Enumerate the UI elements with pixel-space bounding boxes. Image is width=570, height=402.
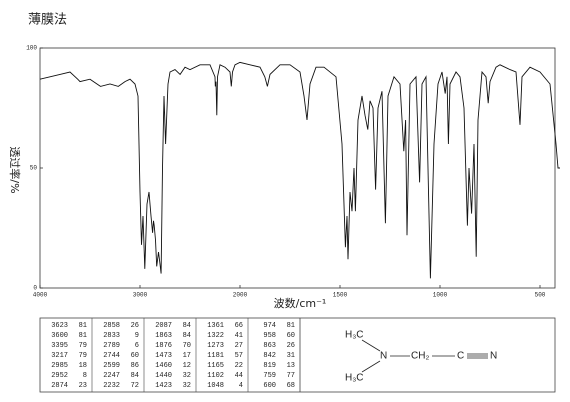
transmittance: 70 (183, 342, 191, 350)
transmittance: 86 (131, 362, 139, 370)
wavenumber: 1863 (155, 332, 172, 340)
transmittance: 41 (235, 332, 243, 340)
spectrum-line (39, 61, 560, 279)
wavenumber: 819 (263, 362, 276, 370)
wavenumber: 958 (263, 332, 276, 340)
transmittance: 81 (79, 322, 87, 330)
transmittance: 66 (235, 322, 243, 330)
wavenumber: 974 (263, 322, 276, 330)
wavenumber: 2247 (103, 372, 120, 380)
transmittance: 31 (287, 352, 295, 360)
transmittance: 60 (287, 332, 295, 340)
table-frame (39, 317, 556, 393)
wavenumber: 842 (263, 352, 276, 360)
wavenumber: 2858 (103, 322, 120, 330)
atom-label: C (457, 351, 464, 362)
wavenumber: 3217 (51, 352, 68, 360)
wavenumber: 1460 (155, 362, 172, 370)
x-tick-label: 4000 (33, 292, 48, 299)
transmittance: 32 (183, 382, 191, 390)
transmittance: 12 (183, 362, 191, 370)
x-tick-label: 500 (535, 292, 546, 299)
transmittance: 26 (131, 322, 139, 330)
chart-title: 薄膜法 (28, 13, 67, 28)
wavenumber: 2833 (103, 332, 120, 340)
wavenumber: 1165 (207, 362, 224, 370)
x-tick-label: 3000 (133, 292, 148, 299)
transmittance: 79 (79, 352, 87, 360)
wavenumber: 3623 (51, 322, 68, 330)
atom-label: H₃C (345, 373, 364, 384)
wavenumber: 1102 (207, 372, 224, 380)
transmittance: 32 (183, 372, 191, 380)
transmittance: 68 (287, 382, 295, 390)
transmittance: 22 (235, 362, 243, 370)
wavenumber: 863 (263, 342, 276, 350)
atom-label: CH₂ (411, 351, 429, 362)
transmittance: 72 (131, 382, 139, 390)
wavenumber: 2985 (51, 362, 68, 370)
transmittance: 6 (135, 342, 139, 350)
transmittance: 23 (79, 382, 87, 390)
wavenumber: 1273 (207, 342, 224, 350)
y-axis-label: 透过率/% (8, 146, 22, 193)
wavenumber: 2789 (103, 342, 120, 350)
wavenumber: 1322 (207, 332, 224, 340)
wavenumber: 2874 (51, 382, 68, 390)
transmittance: 79 (79, 342, 87, 350)
bond (361, 339, 381, 352)
wavenumber: 1473 (155, 352, 172, 360)
wavenumber: 3395 (51, 342, 68, 350)
wavenumber: 2232 (103, 382, 120, 390)
wavenumber: 759 (263, 372, 276, 380)
y-tick-label: 50 (30, 165, 38, 172)
structure (361, 339, 488, 373)
y-tick-label: 0 (33, 285, 37, 292)
transmittance: 84 (183, 322, 191, 330)
wavenumber: 3600 (51, 332, 68, 340)
atom-label: H₃C (345, 330, 364, 341)
transmittance: 9 (135, 332, 139, 340)
wavenumber: 1048 (207, 382, 224, 390)
wavenumber: 1423 (155, 382, 172, 390)
transmittance: 8 (83, 372, 87, 380)
transmittance: 81 (79, 332, 87, 340)
wavenumber: 2087 (155, 322, 172, 330)
bond (361, 360, 381, 373)
x-tick-label: 1000 (433, 292, 448, 299)
wavenumber: 1181 (207, 352, 224, 360)
transmittance: 84 (183, 332, 191, 340)
wavenumber: 1361 (207, 322, 224, 330)
transmittance: 84 (131, 372, 139, 380)
transmittance: 27 (235, 342, 243, 350)
transmittance: 44 (235, 372, 243, 380)
x-axis-label: 波数/cm⁻¹ (274, 297, 327, 310)
y-tick-label: 100 (26, 45, 37, 52)
wavenumber: 2744 (103, 352, 120, 360)
transmittance: 18 (79, 362, 87, 370)
wavenumber: 2599 (103, 362, 120, 370)
peak-table (39, 317, 556, 393)
x-tick-label: 2000 (233, 292, 248, 299)
transmittance: 81 (287, 322, 295, 330)
transmittance: 60 (131, 352, 139, 360)
wavenumber: 1876 (155, 342, 172, 350)
transmittance: 26 (287, 342, 295, 350)
atom-label: N (380, 351, 387, 362)
wavenumber: 600 (263, 382, 276, 390)
transmittance: 17 (183, 352, 191, 360)
transmittance: 13 (287, 362, 295, 370)
x-tick-label: 1500 (333, 292, 348, 299)
transmittance: 57 (235, 352, 243, 360)
wavenumber: 1440 (155, 372, 172, 380)
transmittance: 77 (287, 372, 295, 380)
transmittance: 4 (239, 382, 243, 390)
wavenumber: 2952 (51, 372, 68, 380)
atom-label: N (490, 351, 497, 362)
